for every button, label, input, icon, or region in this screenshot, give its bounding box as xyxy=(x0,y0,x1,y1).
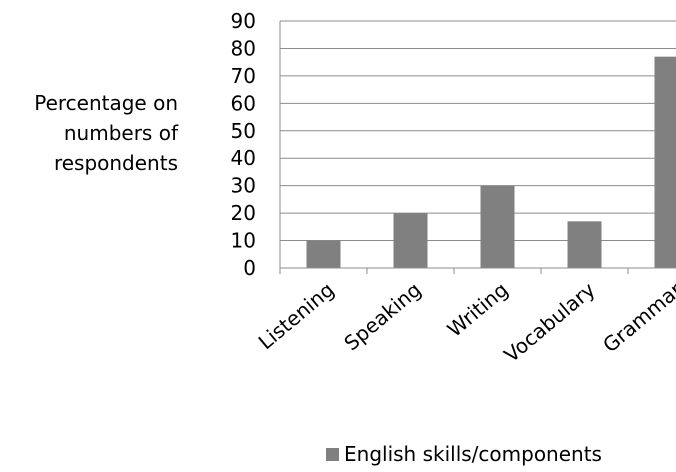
legend-label: English skills/components xyxy=(344,442,602,466)
y-tick-label: 20 xyxy=(231,201,256,225)
x-tick-labels: Listening Speaking WritingVocabularyGramma… xyxy=(254,277,676,367)
y-tick-label: 10 xyxy=(231,229,256,253)
bar-listening xyxy=(306,240,341,268)
y-axis-title-line-1: Percentage on xyxy=(34,91,178,115)
y-tick-label: 90 xyxy=(231,9,256,33)
y-tick-label: 50 xyxy=(231,119,256,143)
x-tick-label: Speaking xyxy=(339,277,425,355)
y-tick-label: 30 xyxy=(231,174,256,198)
y-axis-title-line-2: numbers of xyxy=(64,121,179,145)
y-tick-label: 60 xyxy=(231,91,256,115)
bar-vocabulary xyxy=(567,221,602,268)
gridlines xyxy=(280,20,676,242)
y-tick-label: 0 xyxy=(243,256,256,280)
y-tick-label: 70 xyxy=(231,64,256,88)
x-tick-label: Listening xyxy=(254,277,339,354)
legend: English skills/components xyxy=(326,442,602,466)
bars xyxy=(306,56,676,268)
y-tick-label: 40 xyxy=(231,146,256,170)
axes xyxy=(279,21,676,274)
x-tick-label: Grammar xyxy=(598,277,676,357)
x-tick-label: Vocabulary xyxy=(499,277,599,367)
y-axis-title-line-3: respondents xyxy=(54,151,178,175)
bar-speaking xyxy=(393,213,428,268)
bar-writing xyxy=(480,185,515,268)
y-tick-labels: 0 10 20 30 40 50 60 70 80 90 xyxy=(231,9,256,280)
bar-grammar xyxy=(654,56,676,268)
legend-swatch xyxy=(326,448,339,461)
x-tick-label: Writing xyxy=(443,277,513,341)
y-axis-title: Percentage on numbers of respondents xyxy=(34,91,179,175)
y-tick-label: 80 xyxy=(231,36,256,60)
